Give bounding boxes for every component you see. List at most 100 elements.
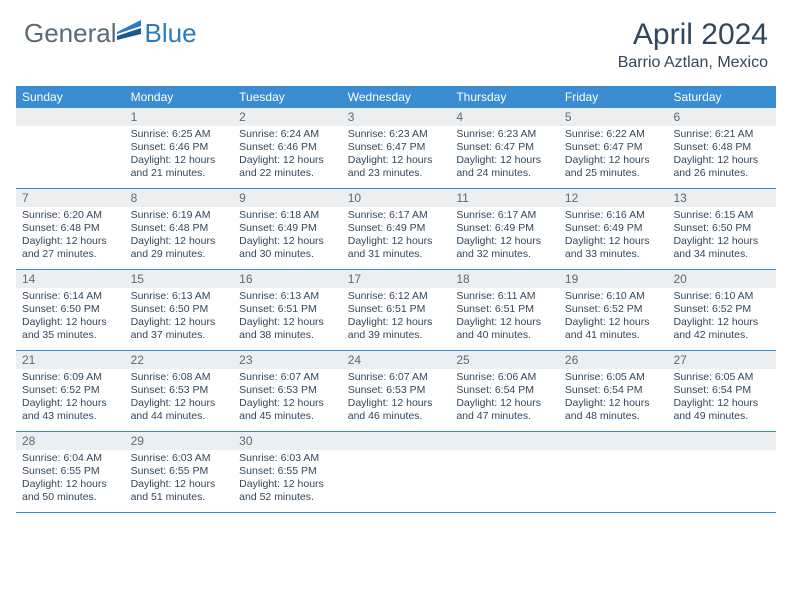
week-row: 21Sunrise: 6:09 AMSunset: 6:52 PMDayligh… bbox=[16, 351, 776, 432]
daylight-text: Daylight: 12 hours and 34 minutes. bbox=[673, 235, 770, 261]
day-cell: 21Sunrise: 6:09 AMSunset: 6:52 PMDayligh… bbox=[16, 351, 125, 431]
sunset-text: Sunset: 6:47 PM bbox=[456, 141, 553, 154]
day-number: 5 bbox=[559, 108, 668, 126]
sunset-text: Sunset: 6:48 PM bbox=[22, 222, 119, 235]
daylight-text: Daylight: 12 hours and 22 minutes. bbox=[239, 154, 336, 180]
day-cell: 2Sunrise: 6:24 AMSunset: 6:46 PMDaylight… bbox=[233, 108, 342, 188]
day-body: Sunrise: 6:18 AMSunset: 6:49 PMDaylight:… bbox=[233, 207, 342, 268]
day-number: 6 bbox=[667, 108, 776, 126]
logo-text-general: General bbox=[24, 18, 117, 49]
header: General Blue April 2024 Barrio Aztlan, M… bbox=[0, 0, 792, 80]
day-body: Sunrise: 6:06 AMSunset: 6:54 PMDaylight:… bbox=[450, 369, 559, 430]
day-number: 4 bbox=[450, 108, 559, 126]
day-number: 28 bbox=[16, 432, 125, 450]
day-number: 8 bbox=[125, 189, 234, 207]
daylight-text: Daylight: 12 hours and 51 minutes. bbox=[131, 478, 228, 504]
page-title: April 2024 bbox=[618, 18, 768, 52]
day-number: 17 bbox=[342, 270, 451, 288]
day-cell: 18Sunrise: 6:11 AMSunset: 6:51 PMDayligh… bbox=[450, 270, 559, 350]
dow-sunday: Sunday bbox=[16, 86, 125, 108]
daylight-text: Daylight: 12 hours and 39 minutes. bbox=[348, 316, 445, 342]
daylight-text: Daylight: 12 hours and 37 minutes. bbox=[131, 316, 228, 342]
day-body: Sunrise: 6:05 AMSunset: 6:54 PMDaylight:… bbox=[667, 369, 776, 430]
day-number: 1 bbox=[125, 108, 234, 126]
day-number: 29 bbox=[125, 432, 234, 450]
day-body: Sunrise: 6:15 AMSunset: 6:50 PMDaylight:… bbox=[667, 207, 776, 268]
day-number: 16 bbox=[233, 270, 342, 288]
sunset-text: Sunset: 6:51 PM bbox=[348, 303, 445, 316]
days-of-week-row: Sunday Monday Tuesday Wednesday Thursday… bbox=[16, 86, 776, 108]
day-body: Sunrise: 6:22 AMSunset: 6:47 PMDaylight:… bbox=[559, 126, 668, 187]
daylight-text: Daylight: 12 hours and 40 minutes. bbox=[456, 316, 553, 342]
daylight-text: Daylight: 12 hours and 27 minutes. bbox=[22, 235, 119, 261]
sunrise-text: Sunrise: 6:21 AM bbox=[673, 128, 770, 141]
logo: General Blue bbox=[24, 18, 197, 49]
sunrise-text: Sunrise: 6:20 AM bbox=[22, 209, 119, 222]
day-number bbox=[16, 108, 125, 126]
day-number: 3 bbox=[342, 108, 451, 126]
sunset-text: Sunset: 6:49 PM bbox=[565, 222, 662, 235]
day-cell: 12Sunrise: 6:16 AMSunset: 6:49 PMDayligh… bbox=[559, 189, 668, 269]
day-cell: 7 Sunrise: 6:20 AMSunset: 6:48 PMDaylight… bbox=[16, 189, 125, 269]
day-body: Sunrise: 6:07 AMSunset: 6:53 PMDaylight:… bbox=[342, 369, 451, 430]
sunset-text: Sunset: 6:55 PM bbox=[131, 465, 228, 478]
day-cell: 3Sunrise: 6:23 AMSunset: 6:47 PMDaylight… bbox=[342, 108, 451, 188]
daylight-text: Daylight: 12 hours and 29 minutes. bbox=[131, 235, 228, 261]
sunrise-text: Sunrise: 6:13 AM bbox=[239, 290, 336, 303]
day-cell: 4Sunrise: 6:23 AMSunset: 6:47 PMDaylight… bbox=[450, 108, 559, 188]
day-cell: 6Sunrise: 6:21 AMSunset: 6:48 PMDaylight… bbox=[667, 108, 776, 188]
day-cell: 19Sunrise: 6:10 AMSunset: 6:52 PMDayligh… bbox=[559, 270, 668, 350]
day-cell: 20Sunrise: 6:10 AMSunset: 6:52 PMDayligh… bbox=[667, 270, 776, 350]
sunrise-text: Sunrise: 6:05 AM bbox=[673, 371, 770, 384]
daylight-text: Daylight: 12 hours and 26 minutes. bbox=[673, 154, 770, 180]
day-cell: 22Sunrise: 6:08 AMSunset: 6:53 PMDayligh… bbox=[125, 351, 234, 431]
sunset-text: Sunset: 6:47 PM bbox=[565, 141, 662, 154]
day-number: 12 bbox=[559, 189, 668, 207]
sunset-text: Sunset: 6:55 PM bbox=[22, 465, 119, 478]
day-cell: 29 Sunrise: 6:03 AMSunset: 6:55 PMDayligh… bbox=[125, 432, 234, 512]
daylight-text: Daylight: 12 hours and 35 minutes. bbox=[22, 316, 119, 342]
sunrise-text: Sunrise: 6:10 AM bbox=[565, 290, 662, 303]
day-cell: 14Sunrise: 6:14 AMSunset: 6:50 PMDayligh… bbox=[16, 270, 125, 350]
sunrise-text: Sunrise: 6:14 AM bbox=[22, 290, 119, 303]
daylight-text: Daylight: 12 hours and 44 minutes. bbox=[131, 397, 228, 423]
day-number: 30 bbox=[233, 432, 342, 450]
day-cell bbox=[342, 432, 451, 512]
sunrise-text: Sunrise: 6:07 AM bbox=[239, 371, 336, 384]
sunrise-text: Sunrise: 6:22 AM bbox=[565, 128, 662, 141]
day-number: 9 bbox=[233, 189, 342, 207]
sunrise-text: Sunrise: 6:13 AM bbox=[131, 290, 228, 303]
day-cell: 16Sunrise: 6:13 AMSunset: 6:51 PMDayligh… bbox=[233, 270, 342, 350]
day-cell: 27Sunrise: 6:05 AMSunset: 6:54 PMDayligh… bbox=[667, 351, 776, 431]
sunrise-text: Sunrise: 6:25 AM bbox=[131, 128, 228, 141]
daylight-text: Daylight: 12 hours and 25 minutes. bbox=[565, 154, 662, 180]
daylight-text: Daylight: 12 hours and 24 minutes. bbox=[456, 154, 553, 180]
day-body: Sunrise: 6:05 AMSunset: 6:54 PMDaylight:… bbox=[559, 369, 668, 430]
daylight-text: Daylight: 12 hours and 38 minutes. bbox=[239, 316, 336, 342]
sunrise-text: Sunrise: 6:03 AM bbox=[131, 452, 228, 465]
day-cell: 28Sunrise: 6:04 AMSunset: 6:55 PMDayligh… bbox=[16, 432, 125, 512]
day-number bbox=[559, 432, 668, 450]
sunrise-text: Sunrise: 6:23 AM bbox=[348, 128, 445, 141]
day-number: 7 bbox=[16, 189, 125, 207]
daylight-text: Daylight: 12 hours and 31 minutes. bbox=[348, 235, 445, 261]
day-number bbox=[450, 432, 559, 450]
daylight-text: Daylight: 12 hours and 46 minutes. bbox=[348, 397, 445, 423]
day-cell: 26Sunrise: 6:05 AMSunset: 6:54 PMDayligh… bbox=[559, 351, 668, 431]
sunset-text: Sunset: 6:52 PM bbox=[565, 303, 662, 316]
day-body: Sunrise: 6:17 AMSunset: 6:49 PMDaylight:… bbox=[450, 207, 559, 268]
daylight-text: Daylight: 12 hours and 21 minutes. bbox=[131, 154, 228, 180]
sunset-text: Sunset: 6:54 PM bbox=[456, 384, 553, 397]
day-cell: 13Sunrise: 6:15 AMSunset: 6:50 PMDayligh… bbox=[667, 189, 776, 269]
calendar: Sunday Monday Tuesday Wednesday Thursday… bbox=[16, 86, 776, 513]
sunset-text: Sunset: 6:52 PM bbox=[22, 384, 119, 397]
sunset-text: Sunset: 6:53 PM bbox=[131, 384, 228, 397]
daylight-text: Daylight: 12 hours and 45 minutes. bbox=[239, 397, 336, 423]
dow-thursday: Thursday bbox=[450, 86, 559, 108]
day-number: 2 bbox=[233, 108, 342, 126]
day-number: 11 bbox=[450, 189, 559, 207]
sunrise-text: Sunrise: 6:07 AM bbox=[348, 371, 445, 384]
week-row: 1Sunrise: 6:25 AMSunset: 6:46 PMDaylight… bbox=[16, 108, 776, 189]
day-body: Sunrise: 6:12 AMSunset: 6:51 PMDaylight:… bbox=[342, 288, 451, 349]
week-row: 14Sunrise: 6:14 AMSunset: 6:50 PMDayligh… bbox=[16, 270, 776, 351]
